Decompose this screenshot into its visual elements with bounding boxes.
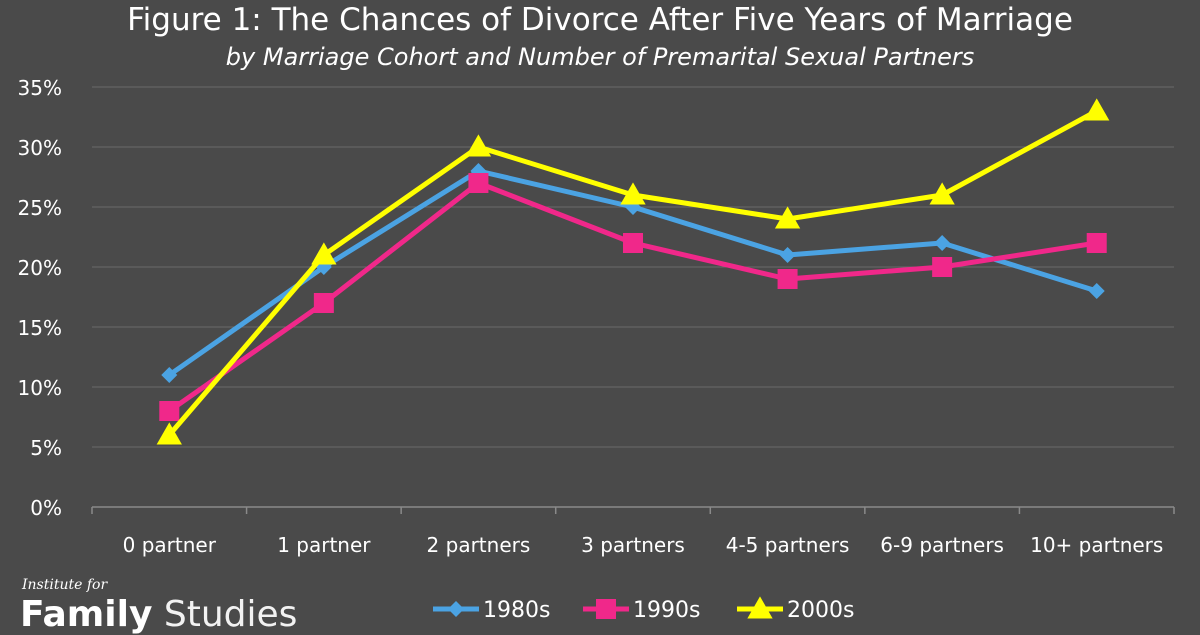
y-tick-label: 35% [18,76,62,100]
data-point-2000s [774,206,801,229]
logo-family-studies: Family Studies [20,595,297,635]
x-tick-label: 10+ partners [1030,533,1163,557]
data-point-1990s [468,173,489,193]
data-point-1980s [934,235,951,251]
logo-light-text: Studies [152,594,298,635]
y-tick-label: 0% [30,496,62,520]
data-point-1990s [932,257,953,277]
x-axis [91,506,1175,514]
data-point-2000s [156,422,182,445]
chart-subtitle: by Marriage Cohort and Number of Premari… [225,43,975,71]
gridlines [92,86,1174,448]
legend-label-1990s: 1990s [633,598,700,623]
data-point-2000s [929,182,955,205]
chart-title: Figure 1: The Chances of Divorce After F… [127,2,1073,38]
x-tick-label: 3 partners [581,533,685,557]
y-tick-label: 10% [18,376,62,400]
y-tick-label: 5% [30,436,62,460]
logo-bold-text: Family [20,594,153,635]
data-point-1990s [623,233,643,253]
data-point-2000s [1084,98,1110,121]
series-1990s [159,173,1107,421]
x-tick-label: 4-5 partners [726,533,850,557]
x-tick-label: 0 partner [123,533,217,557]
logo-institute-text: Institute for [22,577,108,593]
data-point-1990s [777,269,798,289]
legend-label-1980s: 1980s [483,598,550,623]
x-axis-ticks: 0 partner 1 partner 2 partners 3 partners 4-… [123,533,1164,557]
data-point-1980s [779,247,796,263]
data-point-1980s [161,367,178,383]
y-tick-label: 30% [18,136,62,160]
y-axis-ticks: 0% 5% 10% 15% 20% 25% 30% 35% [18,76,62,520]
y-tick-label: 25% [18,196,62,220]
x-tick-label: 2 partners [427,533,531,557]
series-2000s [156,98,1110,445]
legend-label-2000s: 2000s [787,598,854,623]
legend-marker-1980s [448,601,464,617]
data-point-1990s [313,293,334,313]
legend-marker-2000s [747,596,773,619]
x-tick-label: 1 partner [277,533,371,557]
data-point-2000s [311,242,337,265]
data-point-1990s [1086,233,1107,253]
y-tick-label: 20% [18,256,62,280]
data-point-1990s [159,401,180,421]
legend-marker-1990s [596,599,616,619]
data-point-1980s [1088,283,1105,299]
y-tick-label: 15% [18,316,62,340]
data-point-2000s [620,182,646,205]
series-line-1990s [167,180,1098,414]
series-group [156,98,1110,445]
x-tick-label: 6-9 partners [880,533,1004,557]
data-point-2000s [465,134,492,157]
legend: 1980s 1990s 2000s [433,596,854,623]
series-line-2000s [167,108,1098,437]
